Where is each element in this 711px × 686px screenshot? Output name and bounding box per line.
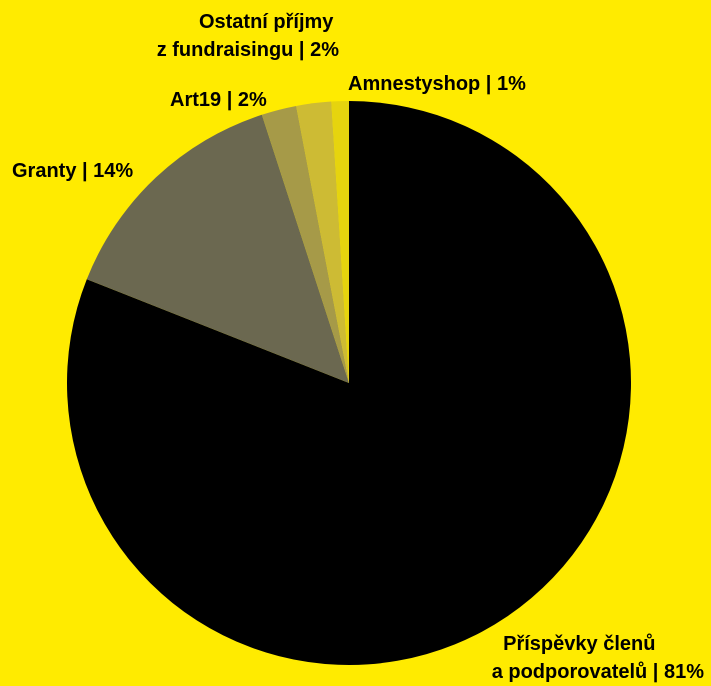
slice-label-amnestyshop: Amnestyshop | 1% — [348, 73, 526, 95]
pie-slice-prispevky — [66, 101, 631, 666]
pie-slice-amnestyshop — [331, 101, 349, 383]
slice-label-ostatni: Ostatní příjmy z fundraisingu | 2% — [157, 11, 339, 61]
slice-label-art19-line-1: Art19 | 2% — [170, 89, 267, 111]
slice-label-prispevky-line-1: Příspěvky členů — [503, 633, 655, 655]
slice-label-prispevky-line-2: a podporovatelů | 81% — [492, 661, 705, 683]
pie-slice-granty — [86, 114, 350, 384]
slice-label-granty: Granty | 14% — [12, 160, 133, 182]
slice-label-ostatni-line-2: z fundraisingu | 2% — [157, 39, 339, 61]
pie-slice-art19 — [261, 105, 349, 384]
slice-label-art19: Art19 | 2% — [170, 89, 267, 111]
slice-label-granty-line-1: Granty | 14% — [12, 160, 133, 182]
slice-label-ostatni-line-1: Ostatní příjmy — [199, 11, 334, 33]
pie-slices — [66, 101, 631, 666]
slice-label-amnestyshop-line-1: Amnestyshop | 1% — [348, 73, 526, 95]
pie-slice-ostatni — [296, 101, 349, 383]
slice-label-prispevky: Příspěvky členů a podporovatelů | 81% — [492, 633, 705, 683]
